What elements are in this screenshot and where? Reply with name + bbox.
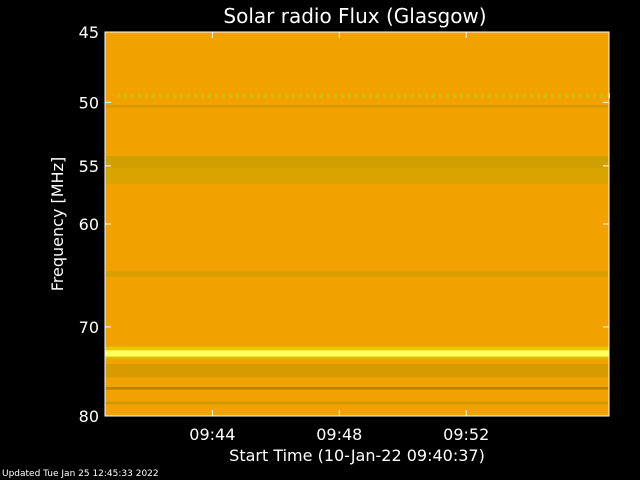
x-tick-label: 09:48: [316, 425, 362, 444]
interference-dot: [320, 92, 323, 99]
interference-dot: [516, 92, 519, 99]
emission-band: [105, 350, 609, 357]
interference-dot: [572, 92, 575, 99]
interference-dot: [495, 92, 498, 99]
interference-dot: [425, 92, 428, 99]
interference-dot: [229, 92, 232, 99]
interference-dot: [376, 92, 379, 99]
interference-dot: [131, 92, 134, 99]
emission-band: [105, 346, 609, 351]
interference-dot: [306, 92, 309, 99]
interference-dot: [222, 92, 225, 99]
interference-dot: [509, 92, 512, 99]
interference-dot: [124, 92, 127, 99]
interference-dot: [369, 92, 372, 99]
interference-dot: [397, 92, 400, 99]
interference-dot: [264, 92, 267, 99]
emission-band: [105, 104, 609, 108]
interference-dot: [327, 92, 330, 99]
interference-dot: [467, 92, 470, 99]
interference-dot: [243, 92, 246, 99]
interference-dot: [180, 92, 183, 99]
interference-dot: [187, 92, 190, 99]
interference-dot: [138, 92, 141, 99]
x-tick-label: 09:44: [189, 425, 235, 444]
chart-title: Solar radio Flux (Glasgow): [223, 4, 486, 28]
emission-band: [105, 271, 609, 277]
plot-area: [104, 31, 610, 417]
x-tick-label: 09:52: [443, 425, 489, 444]
interference-dot: [236, 92, 239, 99]
interference-dot: [502, 92, 505, 99]
emission-band: [105, 356, 609, 360]
interference-dot: [362, 92, 365, 99]
interference-dot: [285, 92, 288, 99]
interference-dot: [530, 92, 533, 99]
interference-dot: [488, 92, 491, 99]
y-tick-label: 45: [79, 23, 99, 42]
emission-band: [105, 156, 609, 169]
interference-dot: [250, 92, 253, 99]
interference-dot: [593, 92, 596, 99]
interference-dot: [215, 92, 218, 99]
interference-dot: [474, 92, 477, 99]
interference-dot: [544, 92, 547, 99]
y-tick-label: 50: [79, 93, 99, 112]
y-tick-label: 70: [79, 318, 99, 337]
updated-timestamp: Updated Tue Jan 25 12:45:33 2022: [2, 469, 159, 479]
interference-dot: [292, 92, 295, 99]
interference-dot: [453, 92, 456, 99]
interference-dot: [166, 92, 169, 99]
interference-dot: [355, 92, 358, 99]
y-axis-label: Frequency [MHz]: [48, 157, 67, 291]
interference-dot: [551, 92, 554, 99]
interference-dot: [117, 92, 120, 99]
interference-dot: [537, 92, 540, 99]
emission-band: [105, 387, 609, 390]
x-axis-label: Start Time (10-Jan-22 09:40:37): [229, 446, 485, 465]
interference-dot: [271, 92, 274, 99]
interference-dot: [152, 92, 155, 99]
interference-dot: [446, 92, 449, 99]
interference-dot: [383, 92, 386, 99]
interference-dot: [334, 92, 337, 99]
interference-dot: [390, 92, 393, 99]
interference-dot: [201, 92, 204, 99]
interference-dot: [418, 92, 421, 99]
interference-dot: [558, 92, 561, 99]
emission-band: [105, 401, 609, 405]
x-axis: 09:44 09:48 09:52: [189, 32, 489, 444]
interference-dot: [579, 92, 582, 99]
interference-dot: [173, 92, 176, 99]
interference-dot: [299, 92, 302, 99]
interference-dot: [439, 92, 442, 99]
interference-dot: [565, 92, 568, 99]
interference-dot: [341, 92, 344, 99]
interference-dot: [586, 92, 589, 99]
emission-band: [105, 363, 609, 378]
interference-dot: [404, 92, 407, 99]
interference-dot: [313, 92, 316, 99]
interference-dot: [460, 92, 463, 99]
interference-dot: [257, 92, 260, 99]
interference-dot: [481, 92, 484, 99]
interference-dot: [208, 92, 211, 99]
interference-dot: [523, 92, 526, 99]
interference-dot: [411, 92, 414, 99]
y-axis: 45 50 55 60 70 80: [79, 23, 609, 426]
interference-dot: [348, 92, 351, 99]
interference-dot: [159, 92, 162, 99]
interference-dot: [194, 92, 197, 99]
interference-dot: [278, 92, 281, 99]
y-tick-label: 80: [79, 407, 99, 426]
emission-band: [105, 168, 609, 184]
y-tick-label: 60: [79, 215, 99, 234]
interference-dot: [432, 92, 435, 99]
interference-dot: [145, 92, 148, 99]
interference-dot: [600, 92, 603, 99]
y-tick-label: 55: [79, 157, 99, 176]
